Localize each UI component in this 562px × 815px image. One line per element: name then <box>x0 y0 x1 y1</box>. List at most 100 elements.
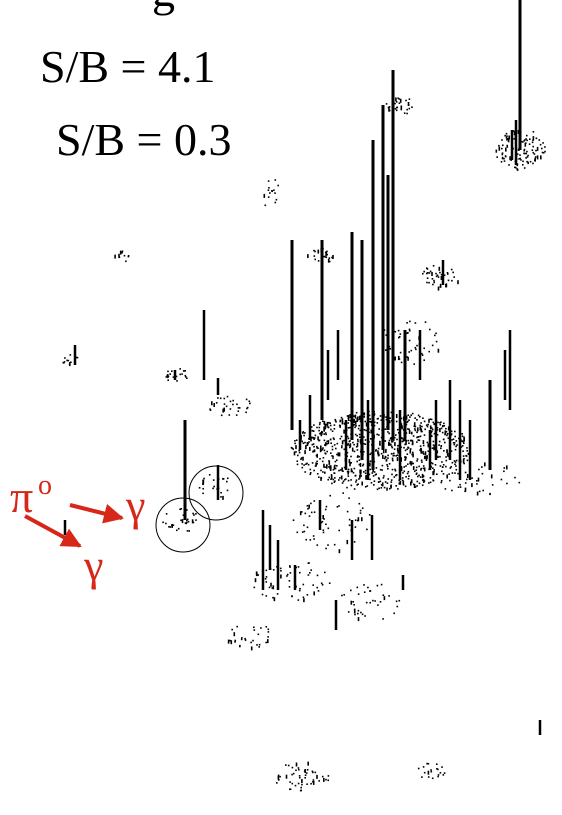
cell <box>250 646 253 651</box>
cell <box>329 424 332 427</box>
cell <box>426 762 428 765</box>
cell <box>332 255 334 259</box>
cell <box>333 481 336 483</box>
cell <box>334 464 336 467</box>
cell <box>526 134 528 137</box>
cell <box>301 463 303 465</box>
cell <box>312 584 314 586</box>
cell <box>432 283 434 286</box>
cell <box>333 465 336 470</box>
cell <box>455 459 458 462</box>
cell <box>323 433 325 435</box>
cell <box>416 441 418 443</box>
cell <box>123 254 126 257</box>
cell <box>324 466 326 468</box>
cell <box>380 583 383 586</box>
cell <box>387 431 389 433</box>
cell <box>195 513 197 515</box>
cell <box>353 415 355 417</box>
cell <box>447 437 450 439</box>
cell <box>353 541 356 543</box>
cell <box>325 251 327 254</box>
cell <box>314 771 317 774</box>
cell <box>527 162 529 165</box>
cell <box>326 450 328 453</box>
cell <box>359 462 362 467</box>
cell <box>289 572 292 574</box>
cell <box>417 439 419 441</box>
cell <box>433 469 435 471</box>
cell <box>358 502 361 505</box>
cell <box>302 583 305 586</box>
cell <box>374 600 376 602</box>
cell <box>322 457 325 459</box>
cell <box>508 135 510 140</box>
cell <box>297 599 300 601</box>
cell <box>394 356 396 361</box>
cell <box>414 486 417 488</box>
cell <box>231 628 233 631</box>
cell <box>503 470 505 473</box>
cell <box>455 468 458 471</box>
cell <box>440 427 443 430</box>
cell <box>384 440 387 442</box>
cell <box>296 531 299 534</box>
cell <box>313 538 315 540</box>
cell <box>331 256 333 259</box>
cell <box>69 354 72 356</box>
cell <box>393 454 395 457</box>
cell <box>542 152 545 154</box>
cell <box>381 464 384 467</box>
cell <box>414 470 416 473</box>
cell <box>271 587 274 589</box>
cell <box>513 131 516 136</box>
cell <box>257 574 259 576</box>
cell <box>410 464 412 466</box>
cell <box>364 486 367 488</box>
cell <box>169 526 172 528</box>
cell <box>484 462 486 467</box>
cell <box>405 441 407 446</box>
cell <box>363 584 365 586</box>
cell <box>423 467 426 472</box>
cell <box>236 625 238 628</box>
cell <box>272 569 275 571</box>
cell <box>411 443 414 445</box>
cell <box>384 455 387 458</box>
cell <box>326 421 329 426</box>
cell <box>462 459 465 464</box>
cell <box>305 445 307 449</box>
cell <box>324 472 326 474</box>
cell <box>360 475 362 477</box>
cell <box>435 340 438 343</box>
cell <box>534 156 537 158</box>
cell <box>365 422 368 427</box>
cell <box>285 774 288 779</box>
cell <box>348 444 351 447</box>
cell <box>335 447 337 450</box>
cell <box>225 405 228 408</box>
cell <box>219 397 222 400</box>
cell <box>439 271 441 274</box>
cell <box>387 454 389 457</box>
cell <box>412 462 415 465</box>
cell <box>430 769 432 771</box>
cell <box>226 489 229 492</box>
cell <box>313 255 316 257</box>
cell <box>302 456 304 461</box>
cell <box>324 432 327 434</box>
cell <box>304 769 306 773</box>
cell <box>415 348 417 351</box>
cell <box>368 473 371 476</box>
arrow <box>69 503 124 524</box>
cell <box>383 457 386 460</box>
cell <box>376 488 379 491</box>
cell <box>328 582 331 584</box>
cell <box>396 106 399 109</box>
cell <box>363 412 366 414</box>
cell <box>226 395 229 398</box>
cell <box>316 574 319 577</box>
cell <box>387 468 389 470</box>
cell <box>336 506 339 508</box>
cell <box>426 425 429 428</box>
